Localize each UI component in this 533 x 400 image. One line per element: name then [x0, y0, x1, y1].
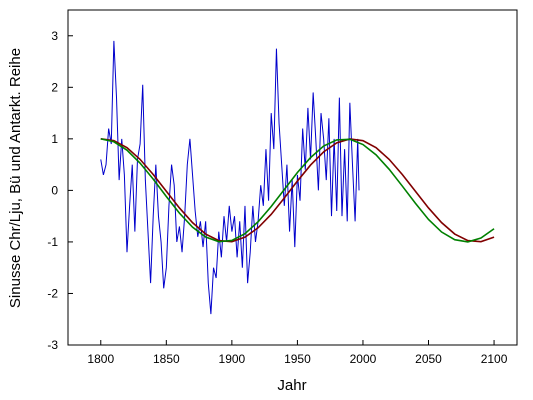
y-axis-label: Sinusse Chr/Lju, Bü und Antarkt. Reihe [7, 48, 24, 308]
y-tick-label: -3 [47, 338, 58, 352]
data-line [100, 40, 360, 315]
x-tick-label: 1900 [219, 352, 246, 366]
x-tick-label: 2000 [350, 352, 377, 366]
data-line [100, 138, 495, 243]
x-tick-label: 1800 [87, 352, 114, 366]
y-tick-label: 0 [51, 183, 58, 197]
plot-frame [67, 9, 518, 346]
data-line [100, 138, 495, 243]
x-tick-label: 2050 [415, 352, 442, 366]
y-tick-label: 2 [51, 80, 58, 94]
y-tick-label: 3 [51, 29, 58, 43]
x-tick-label: 1950 [284, 352, 311, 366]
y-tick-label: -2 [47, 286, 58, 300]
x-axis-label: Jahr [277, 377, 306, 394]
y-tick-label: 1 [51, 132, 58, 146]
x-tick-label: 1850 [153, 352, 180, 366]
x-tick-label: 2100 [481, 352, 508, 366]
y-tick-label: -1 [47, 235, 58, 249]
